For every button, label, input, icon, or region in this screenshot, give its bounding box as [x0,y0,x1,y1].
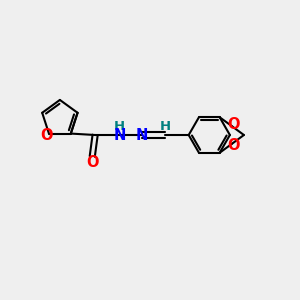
Text: N: N [136,128,148,142]
Text: O: O [86,155,98,170]
Text: H: H [160,121,171,134]
Text: O: O [227,117,239,132]
Text: N: N [113,128,126,142]
Text: O: O [40,128,52,142]
Text: H: H [114,121,125,134]
Text: O: O [227,138,239,153]
